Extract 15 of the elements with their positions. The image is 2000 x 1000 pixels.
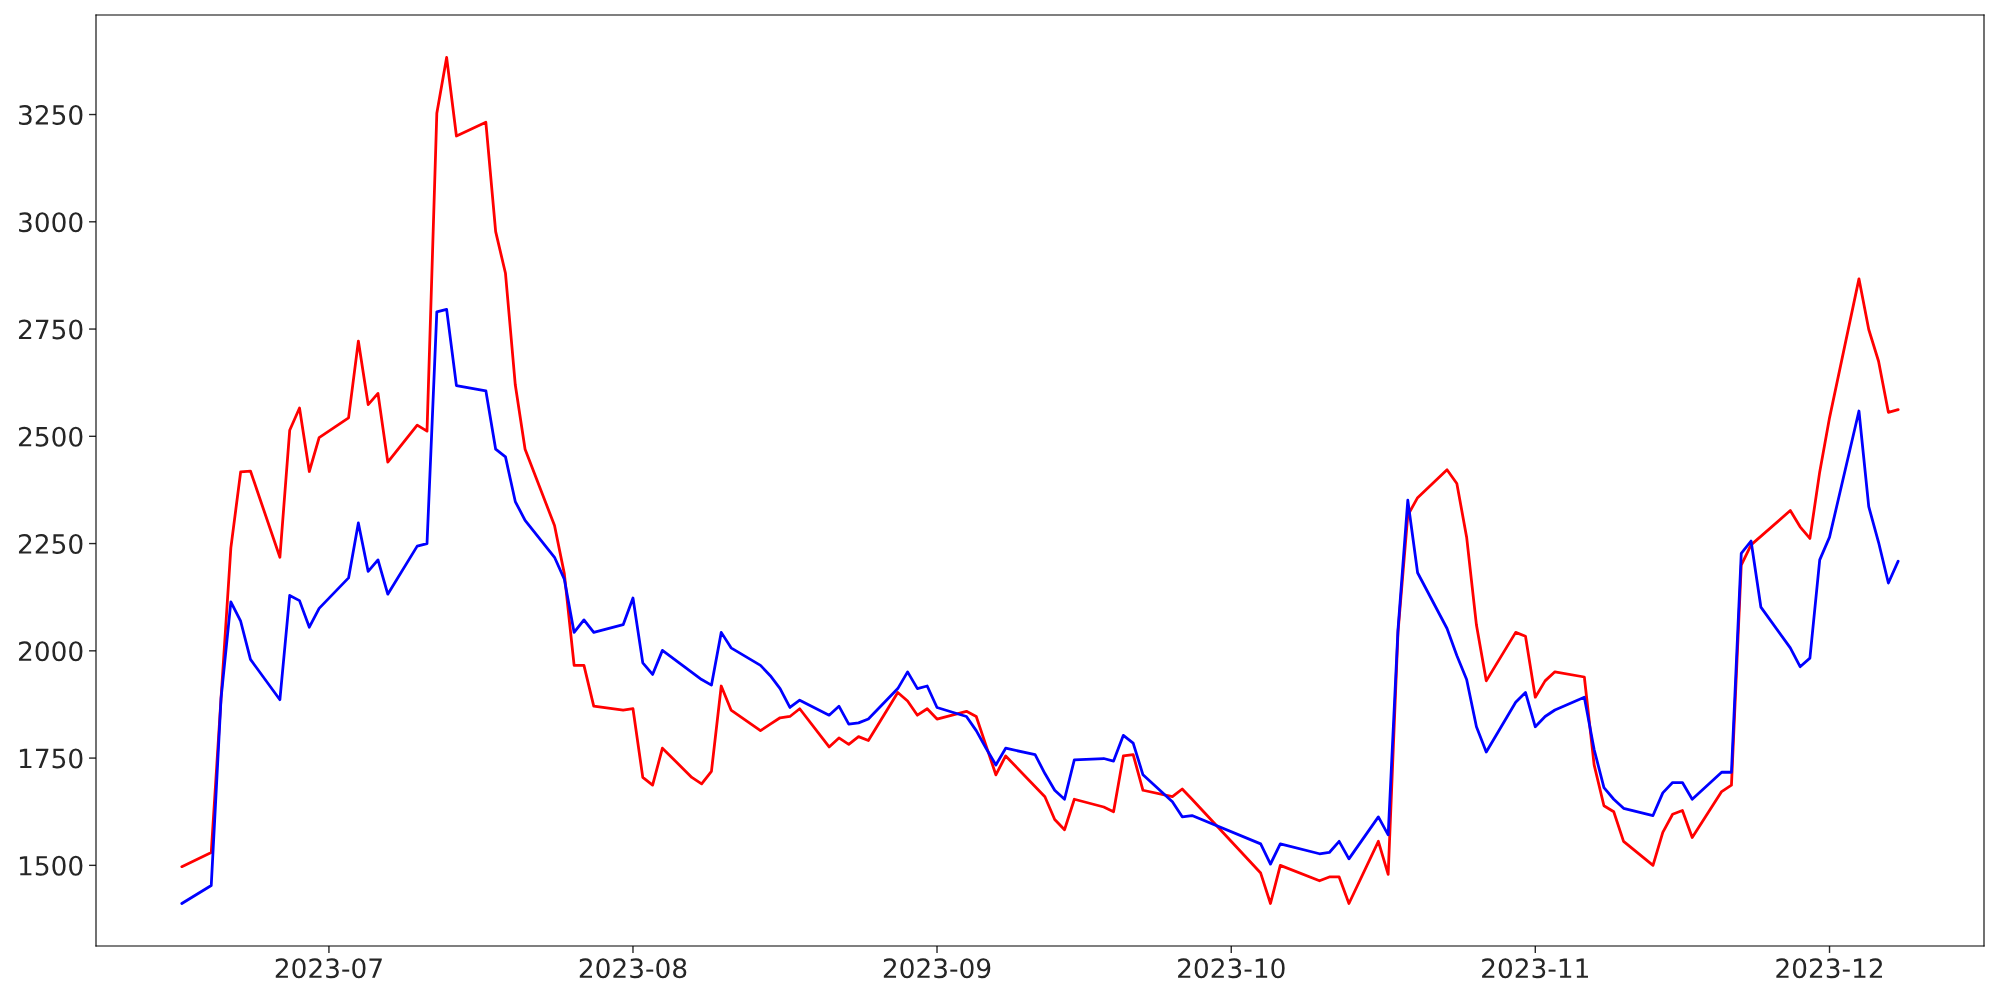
y-tick-label: 2250	[18, 534, 83, 554]
y-tick-label: 2750	[18, 319, 83, 340]
y-tick-label: 1500	[19, 855, 83, 876]
y-tick-label: 2500	[18, 426, 83, 447]
y-tick-label: 3250	[19, 104, 83, 125]
y-tick-label: 1750	[19, 748, 83, 769]
y-tick-label: 2000	[18, 641, 83, 662]
x-tick-label: 2023-12	[1776, 958, 1883, 979]
x-tick-label: 2023-08	[579, 958, 687, 979]
x-tick-label: 2023-09	[883, 958, 991, 979]
x-tick-label: 2023-07	[275, 958, 382, 979]
x-tick-label: 2023-10	[1178, 958, 1285, 979]
x-tick-label: 2023-11	[1482, 958, 1588, 979]
y-tick-label: 3000	[19, 212, 83, 233]
line-series	[180, 307, 1900, 905]
